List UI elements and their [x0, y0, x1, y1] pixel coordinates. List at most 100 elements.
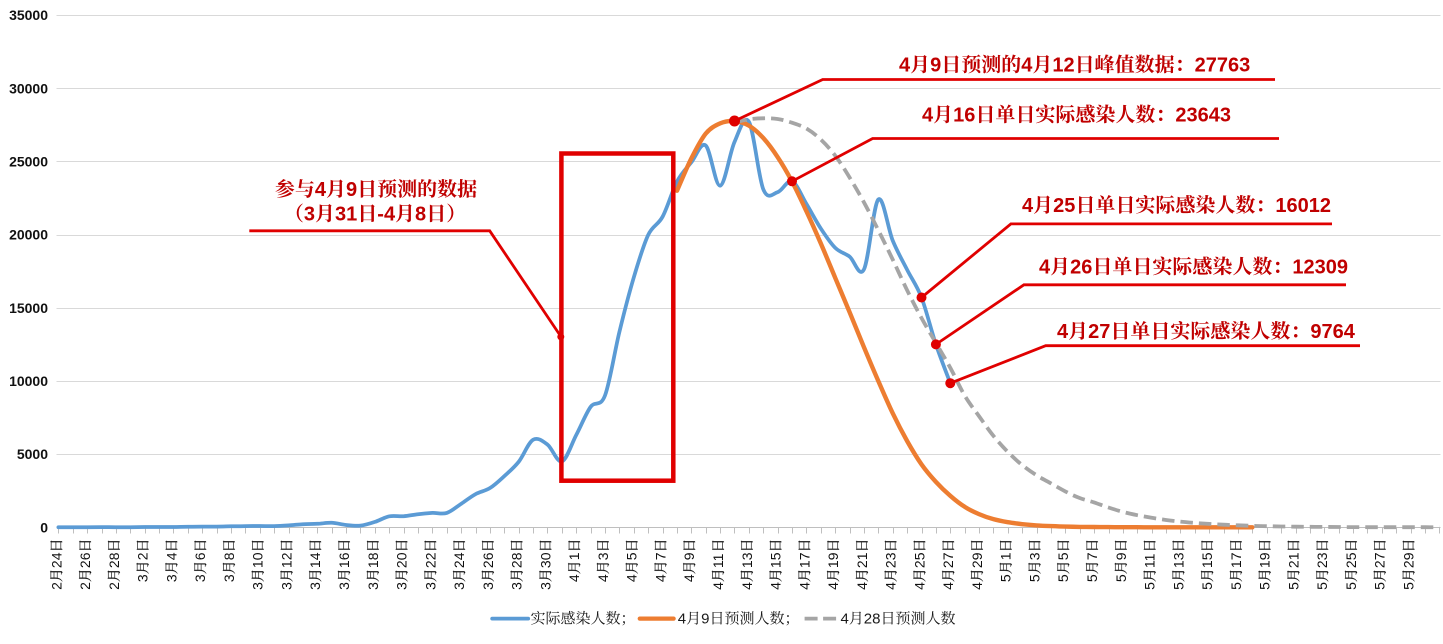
svg-text:25: 25: [1053, 195, 1075, 217]
svg-text:5: 5: [998, 574, 1014, 582]
svg-text:17: 17: [796, 552, 812, 568]
svg-text:3: 3: [537, 582, 553, 590]
svg-text:2: 2: [135, 552, 151, 560]
svg-text:22: 22: [422, 552, 438, 568]
svg-text:29: 29: [1401, 552, 1417, 568]
svg-text:4: 4: [883, 582, 899, 590]
svg-text:7: 7: [1084, 552, 1100, 560]
svg-text:4: 4: [1022, 195, 1034, 217]
svg-text:-4: -4: [377, 204, 396, 226]
svg-text:4: 4: [163, 552, 179, 560]
svg-text:3: 3: [480, 582, 496, 590]
svg-text:5: 5: [1055, 574, 1071, 582]
svg-text:4: 4: [768, 582, 784, 590]
svg-text:4: 4: [1057, 321, 1069, 343]
svg-text:4: 4: [969, 582, 985, 590]
svg-text:19: 19: [825, 552, 841, 568]
svg-text:9: 9: [701, 611, 709, 628]
svg-text:0: 0: [40, 519, 48, 535]
svg-text:9: 9: [930, 55, 941, 77]
svg-text:4: 4: [566, 574, 582, 582]
svg-text:3: 3: [307, 582, 323, 590]
svg-text:5: 5: [624, 552, 640, 560]
svg-text:3: 3: [163, 574, 179, 582]
svg-text:25: 25: [911, 552, 927, 568]
svg-text:5: 5: [1228, 582, 1244, 590]
svg-text:24: 24: [48, 552, 64, 568]
svg-text:20: 20: [394, 552, 410, 568]
svg-text:27: 27: [1372, 552, 1388, 568]
svg-text:12309: 12309: [1292, 257, 1348, 279]
svg-text:26: 26: [480, 552, 496, 568]
svg-text:4: 4: [595, 574, 611, 582]
svg-text:3: 3: [1027, 552, 1043, 560]
svg-text:4: 4: [940, 582, 956, 590]
svg-text:1: 1: [998, 552, 1014, 560]
svg-text:3: 3: [135, 574, 151, 582]
svg-text:5000: 5000: [17, 446, 48, 462]
svg-text:4: 4: [899, 55, 911, 77]
svg-text:4: 4: [710, 582, 726, 590]
svg-text:10: 10: [250, 552, 266, 568]
svg-text:16012: 16012: [1275, 195, 1331, 217]
svg-text:8: 8: [415, 204, 426, 226]
svg-text:3: 3: [365, 582, 381, 590]
svg-text:5: 5: [1285, 582, 1301, 590]
svg-text:20000: 20000: [9, 227, 48, 243]
svg-text:29: 29: [969, 552, 985, 568]
svg-text:5: 5: [1257, 582, 1273, 590]
svg-text:26: 26: [77, 552, 93, 568]
svg-text:26: 26: [1070, 257, 1092, 279]
svg-text:9764: 9764: [1310, 321, 1355, 343]
svg-text:15000: 15000: [9, 300, 48, 316]
svg-text:3: 3: [595, 552, 611, 560]
svg-text:3: 3: [336, 582, 352, 590]
svg-text:3: 3: [451, 582, 467, 590]
svg-text:30: 30: [537, 552, 553, 568]
svg-text:1: 1: [566, 552, 582, 560]
svg-text:3: 3: [192, 574, 208, 582]
svg-text:28: 28: [106, 552, 122, 568]
svg-text:7: 7: [653, 552, 669, 560]
svg-text:5: 5: [1113, 574, 1129, 582]
svg-text:23643: 23643: [1175, 105, 1231, 127]
svg-text:4: 4: [825, 582, 841, 590]
svg-text:5: 5: [1170, 582, 1186, 590]
svg-text:16: 16: [336, 552, 352, 568]
svg-text:13: 13: [1170, 552, 1186, 568]
svg-text:27: 27: [1088, 321, 1110, 343]
svg-text:3: 3: [422, 582, 438, 590]
svg-text:9: 9: [1113, 552, 1129, 560]
svg-text:4: 4: [739, 582, 755, 590]
svg-text:15: 15: [1199, 552, 1215, 568]
svg-text:23: 23: [1314, 552, 1330, 568]
svg-text:28: 28: [864, 611, 881, 628]
svg-text:4: 4: [678, 611, 686, 628]
svg-text:9: 9: [346, 179, 357, 201]
svg-text:2: 2: [106, 582, 122, 590]
svg-text:24: 24: [451, 552, 467, 568]
svg-text:2: 2: [48, 582, 64, 590]
svg-text:4: 4: [624, 574, 640, 582]
svg-text:4: 4: [854, 582, 870, 590]
svg-text:5: 5: [1027, 574, 1043, 582]
svg-text:5: 5: [1343, 582, 1359, 590]
svg-text:4: 4: [841, 611, 849, 628]
svg-text:35000: 35000: [9, 7, 48, 23]
svg-text:15: 15: [768, 552, 784, 568]
svg-text:5: 5: [1142, 582, 1158, 590]
svg-text:5: 5: [1314, 582, 1330, 590]
svg-text:17: 17: [1228, 552, 1244, 568]
svg-text:19: 19: [1257, 552, 1273, 568]
svg-text:4: 4: [911, 582, 927, 590]
svg-text:6: 6: [192, 552, 208, 560]
svg-text:25000: 25000: [9, 153, 48, 169]
svg-text:27: 27: [940, 552, 956, 568]
svg-text:12: 12: [279, 552, 295, 568]
svg-text:4: 4: [796, 582, 812, 590]
svg-text:4: 4: [315, 179, 327, 201]
svg-text:5: 5: [1084, 574, 1100, 582]
svg-text:8: 8: [221, 552, 237, 560]
svg-text:4: 4: [1021, 55, 1033, 77]
svg-text:27763: 27763: [1195, 55, 1251, 77]
